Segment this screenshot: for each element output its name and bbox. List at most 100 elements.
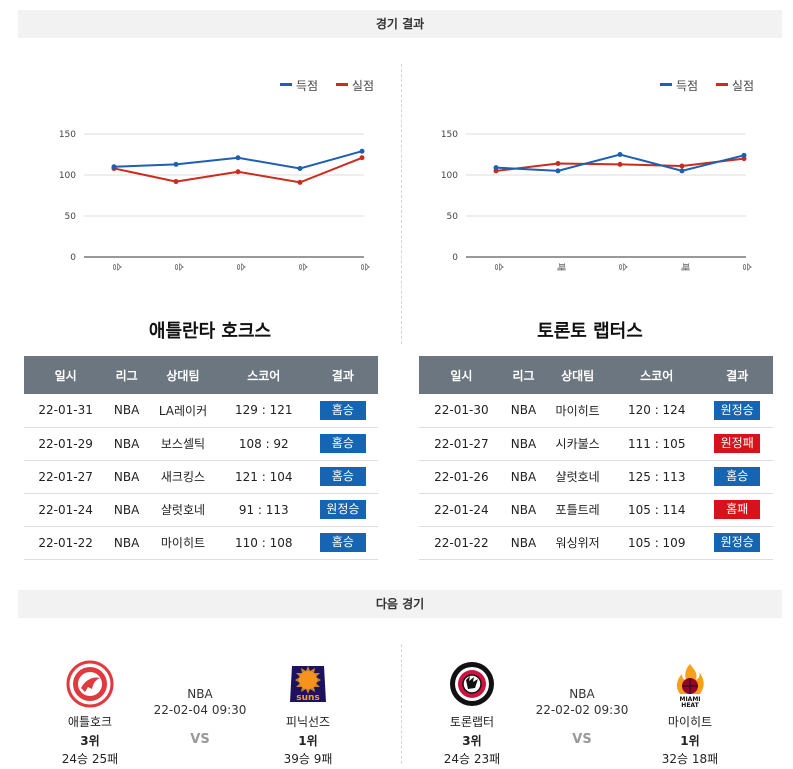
- cell-date: 22-01-26: [419, 460, 504, 494]
- y-tick-label: 50: [65, 212, 77, 222]
- scored-point: [297, 165, 303, 171]
- cell-league: NBA: [503, 493, 544, 527]
- cell-league: NBA: [107, 526, 147, 560]
- column-header: 리그: [107, 356, 147, 394]
- result-badge: 원정승: [319, 500, 366, 519]
- scored-point: [555, 168, 561, 174]
- result-badge: 원정승: [714, 533, 761, 552]
- team-name: 토론랩터: [449, 715, 495, 729]
- cell-date: 22-01-22: [24, 526, 108, 560]
- table-row: 22-01-29 NBA 보스셀틱 108 : 92 홈승: [24, 427, 378, 461]
- team-record: 24승 25패: [61, 752, 119, 766]
- table-row: 22-01-31 NBA LA레이커 129 : 121 홈승: [24, 394, 378, 428]
- cell-score: 108 : 92: [219, 427, 308, 461]
- cell-score: 110 : 108: [219, 526, 308, 560]
- y-tick-label: 100: [441, 171, 458, 181]
- svg-text:HEAT: HEAT: [681, 702, 699, 708]
- table-row: 22-01-24 NBA 샬럿호네 91 : 113 원정승: [24, 493, 378, 527]
- column-header: 스코어: [219, 356, 308, 394]
- cell-date: 22-01-31: [24, 394, 108, 428]
- cell-date: 22-01-22: [419, 526, 504, 560]
- next-match-card: 애틀호크 3위 24승 25패 NBA 22-02-04 09:30 VS su…: [18, 660, 398, 766]
- next-match-card: 토론랩터 3위 24승 23패 NBA 22-02-02 09:30 VS MI…: [400, 660, 780, 767]
- result-badge: 원정패: [714, 434, 761, 453]
- suns-logo-icon: suns: [290, 666, 326, 703]
- match-league: NBA: [569, 687, 595, 701]
- cell-date: 22-01-30: [419, 394, 504, 428]
- cell-score: 121 : 104: [219, 460, 308, 494]
- result-badge: 홈승: [319, 467, 366, 486]
- scored-point: [111, 164, 117, 170]
- cell-score: 125 : 113: [612, 460, 702, 494]
- cell-result: 원정승: [307, 493, 378, 527]
- table-row: 22-01-27 NBA 새크킹스 121 : 104 홈승: [24, 460, 378, 494]
- chart-legend: 득점 실점: [266, 77, 374, 94]
- cell-opponent: 보스셀틱: [146, 427, 220, 461]
- next-game-section-header: 다음 경기: [18, 590, 782, 618]
- team-rank: 3위: [80, 734, 100, 748]
- table-header-row: 일시 리그 상대팀 스코어 결과: [419, 356, 773, 394]
- team-name: 마이히트: [667, 715, 713, 729]
- cell-opponent: 마이히트: [543, 394, 612, 428]
- cell-score: 120 : 124: [612, 394, 702, 428]
- table-header-row: 일시 리그 상대팀 스코어 결과: [24, 356, 378, 394]
- result-badge: 원정승: [714, 400, 761, 420]
- cell-opponent: 마이히트: [146, 526, 220, 560]
- column-header: 일시: [419, 356, 504, 394]
- cell-result: 홈패: [701, 493, 773, 527]
- cell-opponent: 새크킹스: [146, 460, 220, 494]
- team-name: 피닉선즈: [285, 715, 331, 729]
- raptors-logo-icon: [450, 662, 494, 706]
- team-record: 32승 18패: [661, 752, 719, 766]
- legend-conceded: 실점: [335, 77, 374, 94]
- toronto-results-table: 일시 리그 상대팀 스코어 결과 22-01-30 NBA 마이히트 120 : 124 원정승…: [419, 356, 773, 560]
- table-row: 22-01-26 NBA 샬럿호네 125 : 113 홈승: [419, 460, 773, 494]
- svg-text:MIAMI: MIAMI: [679, 696, 700, 703]
- y-tick-label: 0: [70, 253, 76, 263]
- x-tick-label: 승: [493, 263, 504, 271]
- scored-point: [493, 165, 499, 171]
- match-datetime: 22-02-04 09:30: [153, 703, 247, 717]
- cell-date: 22-01-27: [419, 427, 504, 461]
- x-tick-label: 패: [679, 263, 690, 271]
- y-tick-label: 50: [447, 212, 459, 222]
- conceded-point: [555, 161, 561, 167]
- cell-score: 129 : 121: [219, 394, 308, 428]
- table-row: 22-01-22 NBA 마이히트 110 : 108 홈승: [24, 526, 378, 560]
- y-tick-label: 150: [59, 130, 76, 140]
- home-team: 토론랩터 3위 24승 23패: [422, 660, 522, 767]
- conceded-point: [173, 179, 179, 185]
- scored-point: [617, 152, 623, 157]
- match-info: NBA 22-02-02 09:30: [522, 686, 642, 718]
- cell-result: 홈승: [307, 460, 378, 494]
- scored-point: [741, 152, 747, 158]
- cell-score: 105 : 109: [612, 526, 702, 560]
- cell-score: 105 : 114: [612, 493, 702, 527]
- column-divider: [401, 64, 402, 344]
- cell-league: NBA: [107, 427, 147, 461]
- x-tick-label: 승: [359, 263, 370, 271]
- heat-logo-icon: MIAMI HEAT: [676, 664, 704, 708]
- x-tick-label: 승: [235, 263, 246, 271]
- column-header: 일시: [24, 356, 108, 394]
- cell-opponent: 샬럿호네: [146, 493, 220, 527]
- legend-scored: 득점: [280, 77, 318, 94]
- match-league: NBA: [187, 687, 213, 701]
- team-record: 39승 9패: [283, 752, 333, 766]
- chart-legend: 득점 실점: [646, 77, 754, 94]
- x-tick-label: 승: [617, 263, 628, 271]
- column-header: 결과: [701, 356, 773, 394]
- cell-result: 홈승: [307, 394, 378, 428]
- cell-date: 22-01-24: [419, 493, 504, 527]
- cell-league: NBA: [107, 394, 147, 428]
- cell-result: 홈승: [307, 427, 378, 461]
- cell-league: NBA: [107, 460, 147, 494]
- cell-result: 홈승: [701, 460, 773, 494]
- cell-score: 91 : 113: [219, 493, 308, 527]
- team-title-atlanta: 애틀란타 호크스: [148, 321, 272, 342]
- y-tick-label: 0: [452, 253, 458, 263]
- match-info: NBA 22-02-04 09:30: [140, 686, 260, 718]
- team-name: 애틀호크: [67, 715, 113, 729]
- team-rank: 1위: [298, 734, 318, 748]
- scored-point: [235, 155, 241, 161]
